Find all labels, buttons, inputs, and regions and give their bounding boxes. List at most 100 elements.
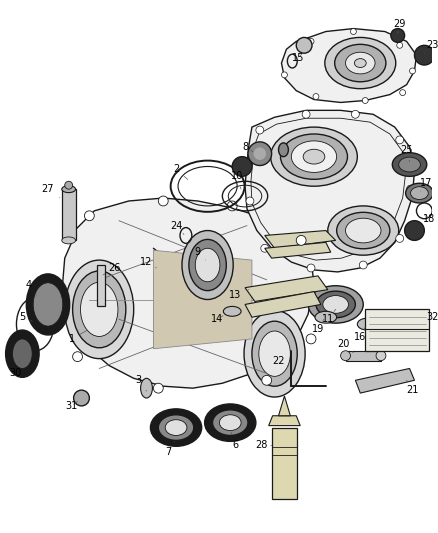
Ellipse shape: [141, 378, 152, 398]
Ellipse shape: [223, 306, 241, 316]
Ellipse shape: [271, 127, 357, 186]
Circle shape: [307, 264, 315, 272]
Ellipse shape: [328, 206, 399, 255]
Polygon shape: [245, 110, 414, 272]
Polygon shape: [279, 396, 290, 416]
Text: 9: 9: [194, 247, 205, 260]
Ellipse shape: [182, 231, 233, 300]
Circle shape: [256, 126, 264, 134]
Circle shape: [153, 383, 163, 393]
Ellipse shape: [212, 410, 248, 435]
Ellipse shape: [346, 52, 375, 74]
Ellipse shape: [62, 185, 76, 192]
Text: 28: 28: [256, 440, 272, 450]
Text: 15: 15: [292, 53, 304, 63]
Polygon shape: [268, 416, 300, 426]
Polygon shape: [282, 29, 417, 102]
Ellipse shape: [73, 271, 126, 348]
Ellipse shape: [399, 157, 420, 172]
Circle shape: [414, 45, 434, 65]
Circle shape: [302, 110, 310, 118]
Circle shape: [85, 211, 94, 221]
Bar: [365, 309, 429, 351]
Text: 27: 27: [42, 184, 60, 197]
Polygon shape: [355, 368, 414, 393]
Text: 17: 17: [420, 178, 432, 191]
Ellipse shape: [195, 248, 220, 282]
Text: 29: 29: [393, 19, 406, 34]
Circle shape: [296, 37, 312, 53]
Circle shape: [246, 197, 254, 205]
Ellipse shape: [62, 237, 76, 244]
Ellipse shape: [354, 59, 366, 68]
Polygon shape: [245, 276, 328, 302]
Text: 25: 25: [400, 145, 413, 161]
Ellipse shape: [376, 351, 386, 361]
Circle shape: [65, 181, 73, 189]
Ellipse shape: [341, 351, 350, 361]
Circle shape: [296, 236, 306, 245]
Ellipse shape: [65, 260, 134, 359]
Ellipse shape: [219, 415, 241, 431]
Ellipse shape: [410, 187, 428, 199]
Text: 24: 24: [170, 221, 184, 235]
Text: 26: 26: [103, 263, 120, 275]
Circle shape: [350, 29, 357, 35]
Circle shape: [397, 42, 403, 49]
Circle shape: [396, 136, 404, 144]
Text: 13: 13: [229, 289, 249, 300]
Ellipse shape: [165, 419, 187, 435]
Text: 5: 5: [19, 312, 32, 322]
Bar: [97, 265, 105, 306]
Text: 30: 30: [9, 361, 21, 378]
Ellipse shape: [252, 321, 297, 386]
Polygon shape: [153, 251, 252, 349]
Polygon shape: [265, 231, 336, 248]
Circle shape: [410, 68, 416, 74]
Text: 19: 19: [312, 319, 324, 334]
Circle shape: [282, 72, 287, 78]
Polygon shape: [245, 292, 321, 317]
Circle shape: [73, 352, 82, 361]
Text: 16: 16: [354, 327, 367, 342]
Ellipse shape: [259, 331, 290, 376]
Circle shape: [232, 157, 252, 176]
Ellipse shape: [392, 153, 427, 176]
Circle shape: [248, 142, 272, 166]
Text: 6: 6: [231, 432, 238, 450]
Ellipse shape: [357, 318, 377, 330]
Circle shape: [400, 90, 406, 95]
Text: 11: 11: [321, 309, 336, 324]
Circle shape: [158, 196, 168, 206]
Bar: [346, 351, 381, 361]
Circle shape: [351, 110, 359, 118]
Ellipse shape: [291, 141, 337, 172]
Bar: [272, 427, 297, 498]
Ellipse shape: [26, 274, 70, 335]
Polygon shape: [63, 198, 314, 388]
Text: 14: 14: [211, 314, 223, 324]
Text: 8: 8: [242, 142, 253, 152]
Circle shape: [313, 94, 319, 100]
Text: 4: 4: [25, 280, 36, 295]
Text: 1: 1: [69, 330, 87, 344]
Text: 22: 22: [272, 356, 288, 367]
Circle shape: [74, 390, 89, 406]
Ellipse shape: [316, 291, 355, 318]
Text: 2: 2: [173, 165, 188, 180]
Ellipse shape: [33, 282, 63, 326]
Circle shape: [308, 38, 314, 44]
Ellipse shape: [335, 44, 386, 82]
Ellipse shape: [308, 286, 363, 323]
Text: 10: 10: [231, 171, 243, 189]
Ellipse shape: [205, 404, 256, 441]
Ellipse shape: [325, 37, 396, 88]
Circle shape: [227, 201, 237, 211]
Ellipse shape: [406, 183, 433, 203]
Circle shape: [396, 235, 404, 243]
Circle shape: [359, 261, 367, 269]
Bar: [62, 189, 76, 240]
Circle shape: [362, 98, 368, 103]
Text: 21: 21: [406, 380, 419, 395]
Text: 32: 32: [426, 312, 438, 322]
